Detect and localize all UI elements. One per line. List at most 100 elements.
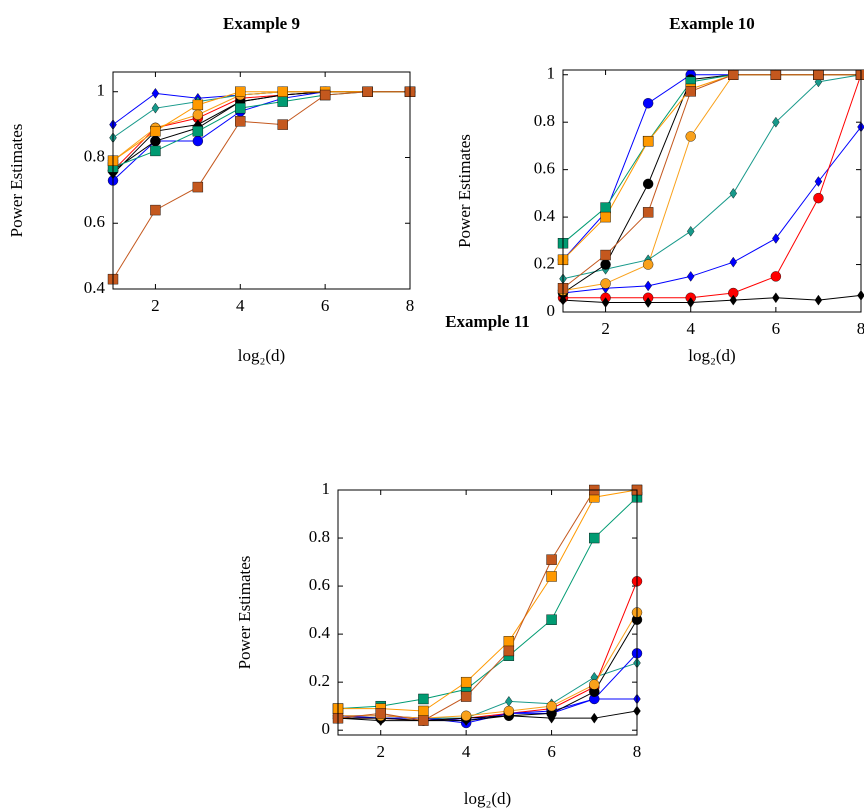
marker (546, 554, 557, 565)
marker (642, 207, 654, 218)
marker (192, 109, 204, 120)
y-tick-label: 0.4 (309, 623, 331, 642)
marker (814, 294, 823, 306)
marker (150, 204, 161, 216)
x-tick-label: 6 (547, 742, 556, 761)
series-line (338, 612, 638, 719)
marker (729, 294, 738, 306)
marker (772, 292, 780, 304)
y-tick-label: 0.2 (534, 253, 555, 272)
x-tick-label: 4 (686, 319, 695, 338)
marker (685, 131, 696, 142)
marker (590, 712, 599, 724)
marker (686, 225, 695, 237)
y-tick-label: 0.6 (84, 212, 105, 231)
series-line (338, 489, 638, 712)
marker (151, 102, 160, 114)
marker (503, 645, 515, 657)
series-line (562, 294, 862, 304)
marker (642, 98, 654, 109)
marker (547, 712, 556, 724)
marker (644, 297, 652, 308)
y-tick-label: 1 (97, 81, 106, 100)
marker (460, 710, 472, 721)
y-tick-label: 0.4 (534, 206, 556, 225)
marker (600, 211, 611, 223)
marker (546, 700, 557, 712)
series-line (338, 619, 638, 722)
marker (728, 69, 739, 80)
y-tick-label: 1 (322, 479, 331, 498)
marker (642, 259, 654, 270)
marker (362, 86, 373, 97)
y-axis-label: Power Estimates (235, 556, 254, 670)
marker (418, 693, 429, 705)
marker (601, 297, 610, 308)
marker (192, 125, 204, 137)
marker (235, 86, 246, 97)
y-axis-label: Power Estimates (455, 134, 474, 248)
marker (418, 705, 429, 717)
marker (772, 233, 780, 244)
plot-frame (562, 69, 862, 313)
x-tick-label: 6 (321, 296, 330, 315)
chart-title: Example 11 (445, 312, 530, 331)
marker (375, 708, 386, 719)
y-tick-label: 0 (547, 301, 556, 320)
marker (150, 135, 161, 147)
marker (589, 532, 600, 544)
subplot: Example 9 log₂(d) Power Estimates 0.4 0.6 0.8… (7, 14, 416, 365)
subplot: Example 11 log₂(d) Power Estimates 0 0.2 0.4 0… (235, 312, 643, 808)
marker (813, 192, 824, 204)
marker (642, 178, 654, 190)
marker (600, 202, 611, 213)
y-tick-label: 1 (547, 64, 556, 83)
series-line (562, 126, 862, 294)
y-tick-label: 0.8 (309, 527, 330, 546)
marker (772, 116, 780, 128)
x-tick-label: 8 (857, 319, 864, 338)
marker (192, 135, 204, 147)
marker (770, 69, 782, 80)
marker (151, 88, 160, 99)
marker (546, 571, 557, 582)
marker (418, 715, 429, 726)
marker (277, 96, 288, 107)
x-tick-label: 4 (236, 296, 245, 315)
marker (770, 271, 782, 282)
marker (589, 679, 600, 690)
y-axis-label: Power Estimates (7, 124, 26, 238)
marker (460, 676, 472, 688)
marker (319, 89, 331, 101)
x-tick-label: 6 (772, 319, 781, 338)
y-tick-label: 0.8 (534, 111, 555, 130)
series-line (337, 496, 638, 710)
y-tick-label: 0.6 (534, 159, 555, 178)
x-tick-label: 8 (633, 742, 642, 761)
plot-frame (112, 71, 411, 290)
x-axis-label: log₂(d) (464, 789, 511, 808)
x-tick-label: 4 (462, 742, 471, 761)
marker (150, 145, 161, 157)
x-tick-label: 2 (601, 319, 610, 338)
series-line (337, 710, 638, 722)
marker (729, 256, 738, 268)
y-tick-label: 0.2 (309, 671, 330, 690)
marker (600, 278, 611, 289)
marker (642, 135, 654, 147)
series-line (112, 91, 410, 280)
subplot: Example 10 log₂(d) Power Estimates 0 0.2 0.4 0… (455, 14, 864, 365)
marker (503, 705, 515, 717)
series-line (562, 74, 861, 261)
marker (814, 176, 823, 187)
series-line (337, 489, 637, 722)
marker (600, 249, 611, 261)
x-axis-label: log₂(d) (238, 346, 285, 365)
marker (686, 271, 695, 282)
marker (686, 297, 695, 308)
x-tick-label: 2 (376, 742, 385, 761)
marker (192, 181, 204, 193)
marker (192, 99, 204, 111)
marker (505, 696, 513, 707)
